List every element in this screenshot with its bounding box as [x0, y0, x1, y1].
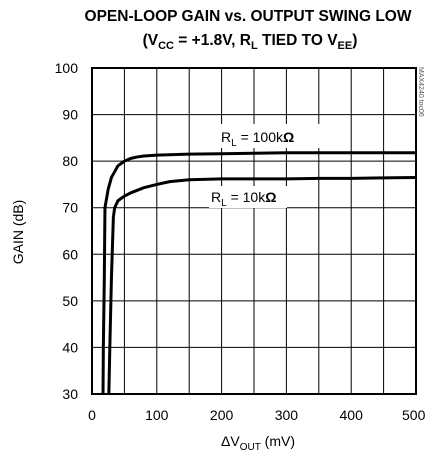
title2-sub-vee: EE	[338, 40, 353, 52]
y-tick-label: 100	[55, 60, 79, 76]
series-lines	[101, 151, 417, 395]
y-tick-label: 30	[62, 386, 78, 402]
grid	[92, 68, 416, 394]
x-tick-label: 0	[88, 407, 96, 423]
title2-part2: = +1.8V, R	[174, 32, 251, 49]
title2-part3: TIED TO V	[258, 32, 338, 49]
chart-title-line2: (VCC = +1.8V, RL TIED TO VEE)	[143, 32, 358, 52]
plot-frame	[91, 67, 417, 395]
series-label-10k-bg	[209, 186, 287, 208]
title2-part4: )	[352, 32, 357, 49]
figure-id-watermark: MAX4240 toc06	[417, 67, 424, 117]
y-tick-label: 70	[62, 200, 78, 216]
series-label-100k-text: RL = 100kΩ	[221, 129, 294, 149]
series-line-10k	[107, 175, 417, 395]
y-tick-labels: 30 40 50 60 70 80 90 100	[55, 60, 79, 402]
x-tick-label: 500	[402, 407, 426, 423]
series-label-10k-text: RL = 10kΩ	[211, 189, 276, 209]
x-tick-label: 400	[340, 407, 364, 423]
title2-sub-vcc: CC	[158, 40, 174, 52]
chart-title-line1: OPEN-LOOP GAIN vs. OUTPUT SWING LOW	[85, 8, 412, 25]
x-tick-label: 300	[275, 407, 299, 423]
y-tick-label: 50	[62, 293, 78, 309]
series-line-100k	[101, 151, 416, 395]
y-axis-label: GAIN (dB)	[10, 200, 26, 265]
series-label-100k: RL = 100kΩ	[218, 124, 322, 149]
y-tick-label: 40	[62, 339, 78, 355]
y-tick-label: 80	[62, 153, 78, 169]
x-axis-label: ΔVOUT (mV)	[221, 433, 295, 453]
series-label-10k: RL = 10kΩ	[209, 186, 287, 209]
series-label-100k-bg	[218, 124, 322, 148]
title2-sub-rl: L	[251, 40, 258, 52]
y-tick-label: 90	[62, 107, 78, 123]
title2-part1: (V	[143, 32, 159, 49]
y-tick-label: 60	[62, 246, 78, 262]
x-tick-label: 100	[145, 407, 169, 423]
x-tick-label: 200	[210, 407, 234, 423]
x-tick-labels: 0 100 200 300 400 500	[88, 407, 425, 423]
